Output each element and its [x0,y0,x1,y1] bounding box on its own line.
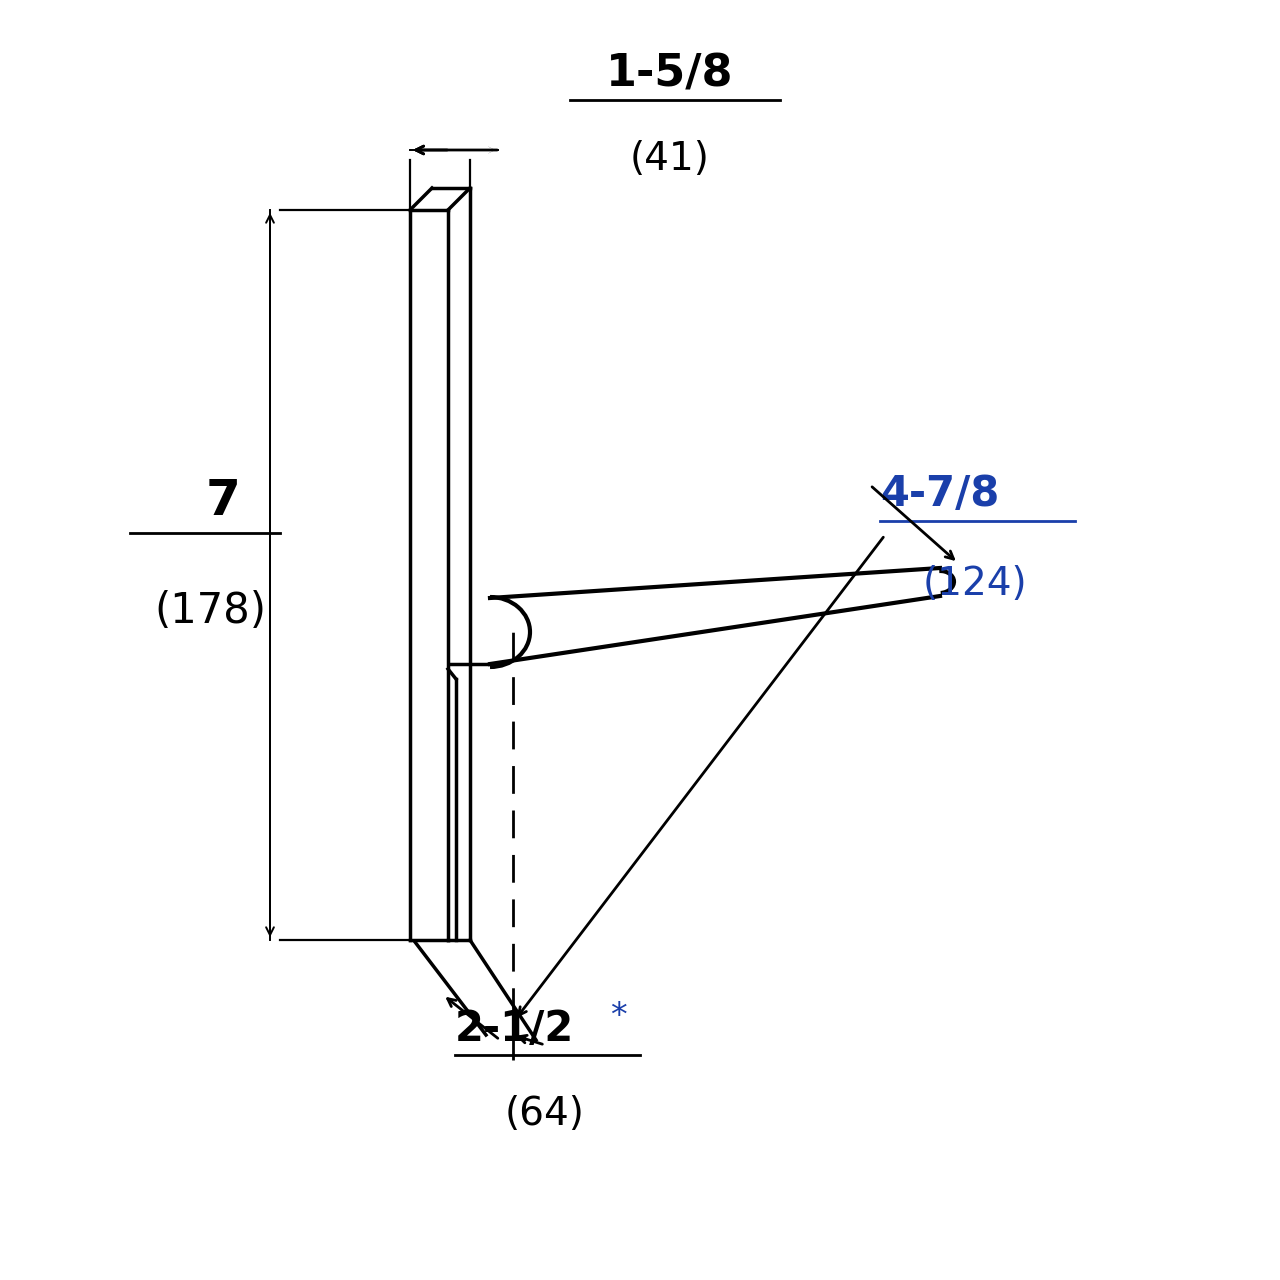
Text: (64): (64) [506,1094,585,1133]
Text: 1-5/8: 1-5/8 [607,52,733,95]
Text: 7: 7 [205,477,241,525]
Text: (178): (178) [154,590,266,632]
Text: *: * [611,1000,627,1033]
Text: (41): (41) [630,140,710,178]
Text: 4-7/8: 4-7/8 [881,474,1000,515]
Text: (124): (124) [923,564,1028,603]
Text: 2-1/2: 2-1/2 [454,1009,575,1050]
